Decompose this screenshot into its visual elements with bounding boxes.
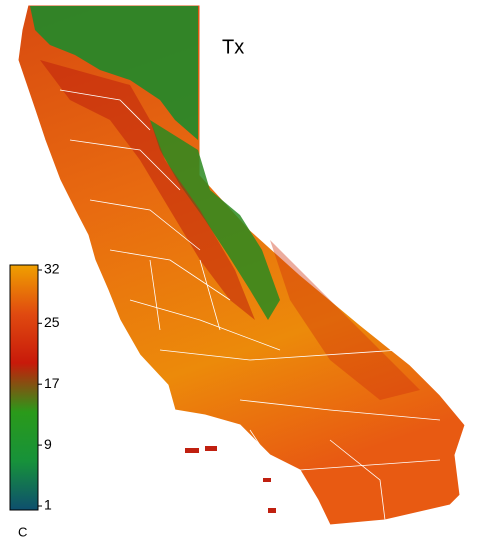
highland-red — [40, 60, 255, 320]
colorbar — [9, 264, 39, 511]
colorbar-tick-label: 25 — [44, 314, 60, 330]
colorbar-tick-label: 9 — [44, 436, 52, 452]
california-map — [17, 4, 466, 526]
colorbar-tick-label: 17 — [44, 375, 60, 391]
desert-red — [270, 240, 420, 400]
colorbar-tick-label: 1 — [44, 497, 52, 513]
islands — [185, 446, 276, 513]
colorbar-tick-label: 32 — [44, 261, 60, 277]
sierra-nevada — [150, 120, 280, 320]
map-title: Tx — [222, 36, 244, 58]
north-mountains — [30, 6, 198, 140]
county-lines — [59, 89, 441, 521]
colorbar-unit: C — [18, 524, 27, 539]
